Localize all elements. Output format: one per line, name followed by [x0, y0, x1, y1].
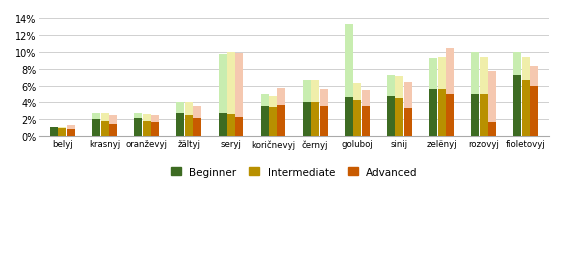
Bar [362, 106, 370, 137]
Bar [193, 118, 201, 137]
Bar [472, 95, 479, 137]
Bar [134, 114, 142, 118]
Bar [227, 115, 235, 137]
Bar [261, 95, 268, 106]
Bar [177, 114, 184, 137]
Bar [513, 76, 521, 137]
Bar [218, 114, 227, 137]
Bar [303, 80, 311, 103]
Bar [488, 72, 496, 122]
Bar [92, 119, 100, 137]
Bar [235, 117, 244, 137]
Bar [193, 106, 201, 118]
Bar [446, 95, 454, 137]
Bar [143, 122, 151, 137]
Bar [522, 81, 530, 137]
Bar [353, 101, 362, 137]
Bar [395, 77, 403, 99]
Bar [261, 106, 268, 137]
Bar [269, 96, 277, 107]
Bar [320, 106, 328, 137]
Bar [404, 108, 412, 137]
Bar [185, 103, 193, 116]
Bar [404, 83, 412, 108]
Bar [109, 116, 117, 124]
Bar [472, 53, 479, 95]
Bar [227, 53, 235, 115]
Bar [218, 55, 227, 114]
Bar [480, 58, 488, 95]
Bar [151, 116, 159, 122]
Bar [235, 54, 244, 117]
Bar [177, 103, 184, 114]
Bar [345, 98, 353, 137]
Legend: Beginner, Intermediate, Advanced: Beginner, Intermediate, Advanced [166, 163, 422, 181]
Bar [353, 84, 362, 101]
Bar [109, 124, 117, 137]
Bar [320, 90, 328, 106]
Bar [446, 48, 454, 95]
Bar [92, 113, 100, 119]
Bar [530, 87, 538, 137]
Bar [143, 115, 151, 122]
Bar [387, 96, 395, 137]
Bar [387, 75, 395, 96]
Bar [311, 103, 319, 137]
Bar [362, 90, 370, 106]
Bar [429, 58, 437, 90]
Bar [530, 67, 538, 87]
Bar [429, 90, 437, 137]
Bar [522, 58, 530, 81]
Bar [59, 128, 67, 137]
Bar [67, 130, 75, 137]
Bar [151, 122, 159, 137]
Bar [185, 116, 193, 137]
Bar [488, 122, 496, 137]
Bar [269, 107, 277, 137]
Bar [100, 122, 109, 137]
Bar [395, 99, 403, 137]
Bar [345, 25, 353, 98]
Bar [480, 95, 488, 137]
Bar [438, 90, 446, 137]
Bar [67, 126, 75, 130]
Bar [100, 113, 109, 122]
Bar [277, 89, 285, 106]
Bar [438, 58, 446, 90]
Bar [50, 128, 58, 137]
Bar [134, 118, 142, 137]
Bar [513, 53, 521, 76]
Bar [277, 106, 285, 137]
Bar [311, 80, 319, 103]
Bar [303, 103, 311, 137]
